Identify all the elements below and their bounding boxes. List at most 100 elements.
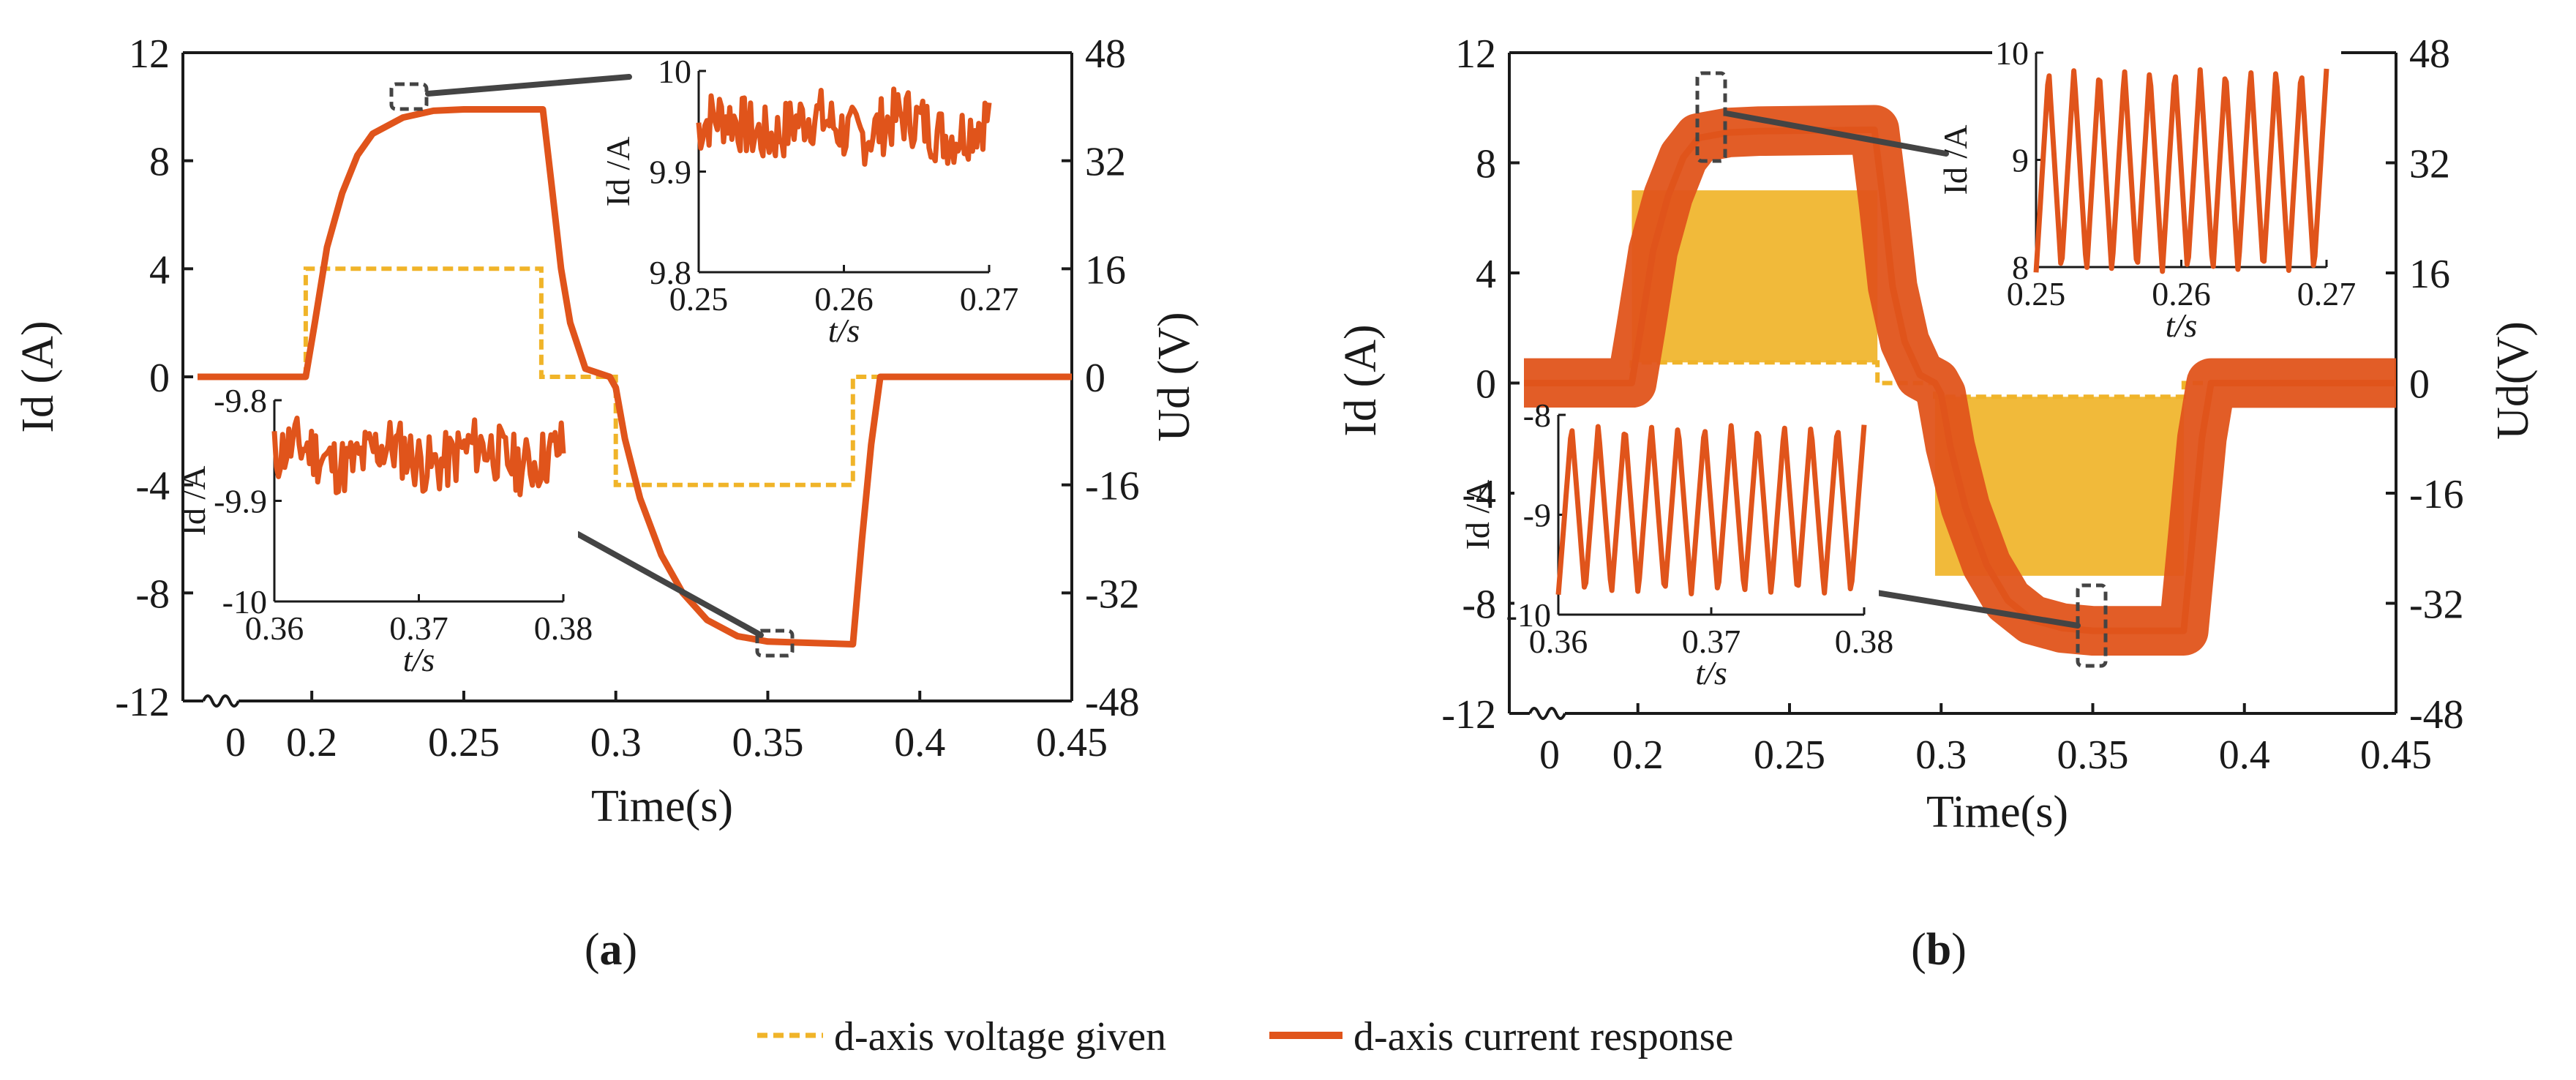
- a-inset-upper-xtick-label: 0.27: [960, 280, 1019, 318]
- a-xtick-label: 0.2: [286, 720, 337, 765]
- legend-voltage-label: d-axis voltage given: [834, 1014, 1166, 1060]
- b-caption-open: (: [1911, 925, 1926, 975]
- a-inset-lower-ytick-label: -9.9: [214, 483, 267, 520]
- b-inset-upper-ytick-label: 8: [2012, 249, 2029, 286]
- b-inset-upper-current-line: [2033, 67, 2329, 274]
- b-current-line: [1524, 126, 2396, 634]
- a-ytick-right-label: 16: [1085, 247, 1126, 293]
- a-caption: (a): [585, 925, 637, 975]
- b-ytick-left-label: -4: [1462, 472, 1496, 517]
- a-xtick-label: 0.35: [732, 720, 803, 765]
- a-inset-upper-ytick-label: 10: [658, 53, 691, 90]
- a-inset-lower-ytick-label: -9.8: [214, 382, 267, 419]
- b-inset-upper-ytick-label: 9: [2012, 142, 2029, 179]
- a-callout-line-0: [425, 74, 632, 97]
- b-series: [1524, 105, 2396, 656]
- b-inset-upper-xlabel: t/s: [2166, 307, 2197, 344]
- a-ytick-left-label: -12: [115, 680, 170, 725]
- a-xtick-label: 0.3: [590, 720, 642, 765]
- b-ytick-left-label: 12: [1455, 31, 1496, 77]
- b-inset-upper-xtick-label: 0.26: [2152, 275, 2211, 312]
- b-inset-upper-ytick-label: 10: [1995, 34, 2029, 72]
- b-inset-lower-xtick-label: 0.37: [1682, 623, 1741, 660]
- a-inset-lower-xlabel: t/s: [403, 641, 435, 678]
- b-xtick-label: 0.35: [2057, 732, 2128, 778]
- a-inset-lower-current-line: [271, 416, 566, 498]
- a-inset-lower: -9.8 -9.9 -100.36 0.37 0.38 t/s Id /A: [175, 382, 593, 678]
- a-inset-upper-current-line: [696, 86, 992, 167]
- b-insets: 8 9 10 0.25 0.26 0.27 t/s Id /A -8 -9 -100.36 0.37 0…: [1459, 34, 2356, 691]
- b-inset-upper: 8 9 10 0.25 0.26 0.27 t/s Id /A: [1937, 34, 2356, 344]
- a-ytick-left-label: 12: [129, 31, 170, 77]
- b-inset-lower-xtick-label: 0.38: [1835, 623, 1894, 660]
- a-xtick-label: 0.4: [894, 720, 945, 765]
- a-ylabel-right: Ud (V): [1149, 312, 1199, 441]
- a-ylabel-left: Id (A): [13, 320, 63, 432]
- a-ytick-left-label: -4: [135, 464, 170, 509]
- a-ytick-right-label: -16: [1085, 464, 1140, 509]
- a-inset-lower-ytick-label: -10: [222, 583, 267, 620]
- a-xtick-label: 0: [225, 720, 246, 765]
- a-callouts: [389, 74, 795, 658]
- a-ytick-right-label: -32: [1085, 571, 1140, 617]
- b-ytick-right-label: 0: [2409, 362, 2430, 408]
- a-xtick-label: 0.45: [1036, 720, 1108, 765]
- legend-current-label: d-axis current response: [1353, 1014, 1733, 1060]
- b-ytick-right-label: 32: [2409, 142, 2450, 187]
- b-ytick-left-label: 0: [1476, 362, 1496, 408]
- b-ytick-right-label: -16: [2409, 472, 2464, 517]
- b-inset-lower-ylabel: Id /A: [1459, 480, 1496, 550]
- a-inset-upper-xlabel: t/s: [828, 312, 860, 349]
- b-ytick-left-label: 4: [1476, 252, 1496, 297]
- b-inset-lower: -8 -9 -100.36 0.37 0.38 t/s Id /A: [1459, 397, 1893, 691]
- b-xtick-label: 0.45: [2360, 732, 2432, 778]
- b-ytick-left-label: 8: [1476, 142, 1496, 187]
- a-ytick-left-label: 0: [149, 356, 170, 401]
- a-ytick-left-label: -8: [135, 571, 170, 617]
- b-ytick-left-label: -12: [1441, 692, 1496, 738]
- b-caption-close: ): [1951, 925, 1967, 975]
- b-xtick-label: 0.2: [1612, 732, 1664, 778]
- b-zoom-box-1: [2076, 583, 2108, 668]
- b-inset-upper-xtick-label: 0.25: [2007, 275, 2066, 312]
- a-inset-upper-xtick-label: 0.26: [814, 280, 874, 318]
- a-inset-upper-ytick-label: 9.9: [650, 154, 692, 191]
- b-ytick-left-label: -8: [1462, 582, 1496, 628]
- a-current-line: [198, 106, 1072, 648]
- b-inset-lower-xlabel: t/s: [1695, 654, 1727, 691]
- b-xlabel: Time(s): [1926, 787, 2068, 837]
- b-caption-letter: b: [1926, 925, 1951, 975]
- b-inset-lower-ytick-label: -8: [1523, 397, 1551, 434]
- a-axis-break: [202, 694, 240, 708]
- a-zoom-box-0: [389, 82, 429, 111]
- a-caption-close: ): [623, 925, 638, 975]
- a-inset-upper-ytick-label: 9.8: [650, 254, 692, 291]
- b-inset-lower-ytick-label: -10: [1506, 596, 1551, 634]
- b-caption: (b): [1911, 925, 1967, 975]
- a-xlabel: Time(s): [591, 781, 733, 831]
- b-inset-lower-xtick-label: 0.36: [1529, 623, 1588, 660]
- a-ytick-left-label: 4: [149, 247, 170, 293]
- b-ytick-right-label: -32: [2409, 582, 2464, 628]
- b-ylabel-left: Id (A): [1336, 324, 1386, 436]
- a-caption-open: (: [585, 925, 600, 975]
- a-inset-upper-ylabel: Id /A: [599, 137, 637, 207]
- b-ytick-right-label: 16: [2409, 252, 2450, 297]
- a-inset-lower-ylabel: Id /A: [175, 466, 212, 536]
- a-ytick-right-label: -48: [1085, 680, 1140, 725]
- a-inset-lower-xtick-label: 0.36: [245, 610, 304, 647]
- b-xtick-label: 0.25: [1754, 732, 1825, 778]
- a-voltage-line: [198, 266, 1072, 487]
- b-ylabel-right: Ud(V): [2488, 321, 2538, 440]
- a-ytick-right-label: 0: [1085, 356, 1105, 401]
- b-inset-upper-xtick-label: 0.27: [2297, 275, 2357, 312]
- a-inset-upper: 9.8 9.9 10 0.25 0.26 0.27 t/s Id /A: [599, 53, 1018, 349]
- b-inset-lower-current-line: [1555, 423, 1867, 596]
- a-series: [198, 106, 1072, 648]
- b-inset-lower-ytick-label: -9: [1523, 497, 1551, 534]
- legend: d-axis voltage given d-axis current resp…: [757, 1014, 1733, 1060]
